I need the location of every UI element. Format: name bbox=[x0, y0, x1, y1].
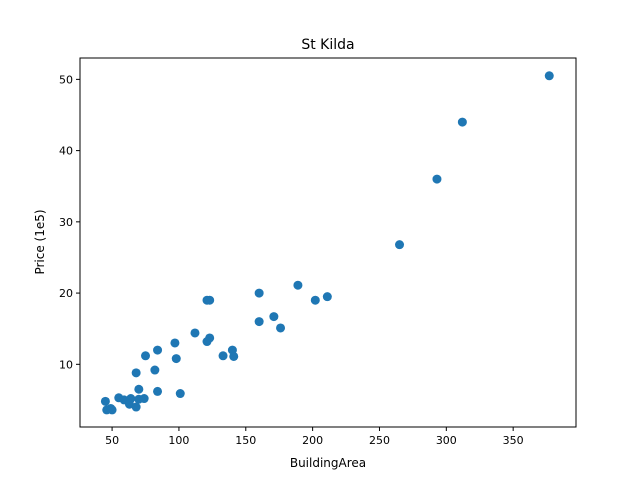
x-tick-label: 50 bbox=[105, 434, 119, 447]
data-point bbox=[202, 337, 212, 347]
y-axis-label: Price (1e5) bbox=[33, 209, 47, 274]
x-tick-label: 200 bbox=[302, 434, 323, 447]
data-point bbox=[139, 394, 149, 404]
data-point bbox=[229, 351, 239, 361]
y-tick-label: 40 bbox=[59, 145, 73, 158]
data-point bbox=[432, 174, 442, 184]
y-axis-ticks: 10 20 30 40 50 bbox=[59, 73, 80, 371]
data-point bbox=[171, 354, 181, 364]
data-point bbox=[276, 323, 286, 333]
y-tick-label: 30 bbox=[59, 216, 73, 229]
x-axis-ticks: 50 100 150 200 250 300 350 bbox=[105, 427, 524, 447]
y-tick-label: 20 bbox=[59, 287, 73, 300]
data-point bbox=[322, 292, 332, 302]
data-point bbox=[175, 389, 185, 399]
x-tick-label: 150 bbox=[235, 434, 256, 447]
data-point bbox=[544, 71, 554, 81]
data-point bbox=[100, 396, 110, 406]
x-tick-label: 350 bbox=[503, 434, 524, 447]
data-point bbox=[218, 351, 228, 361]
data-point bbox=[170, 338, 180, 348]
x-tick-label: 250 bbox=[369, 434, 390, 447]
data-point bbox=[131, 402, 141, 412]
data-point bbox=[205, 295, 215, 305]
data-point bbox=[134, 384, 144, 394]
y-tick-label: 10 bbox=[59, 358, 73, 371]
data-point bbox=[457, 117, 467, 127]
data-point bbox=[293, 280, 303, 290]
data-point bbox=[310, 295, 320, 305]
data-point bbox=[141, 351, 151, 361]
data-point bbox=[254, 288, 264, 298]
points-layer bbox=[100, 71, 554, 415]
axes-frame bbox=[79, 57, 577, 428]
x-tick-label: 100 bbox=[168, 434, 189, 447]
chart-title: St Kilda bbox=[301, 37, 354, 53]
data-point bbox=[395, 240, 405, 250]
data-point bbox=[254, 317, 264, 327]
x-axis-label: BuildingArea bbox=[290, 456, 366, 470]
data-point bbox=[153, 345, 163, 355]
y-tick-label: 50 bbox=[59, 73, 73, 86]
data-point bbox=[190, 328, 200, 338]
data-point bbox=[150, 365, 160, 375]
data-point bbox=[269, 312, 279, 322]
x-tick-label: 300 bbox=[436, 434, 457, 447]
data-point bbox=[131, 368, 141, 378]
data-point bbox=[153, 386, 163, 396]
data-point bbox=[107, 405, 117, 415]
